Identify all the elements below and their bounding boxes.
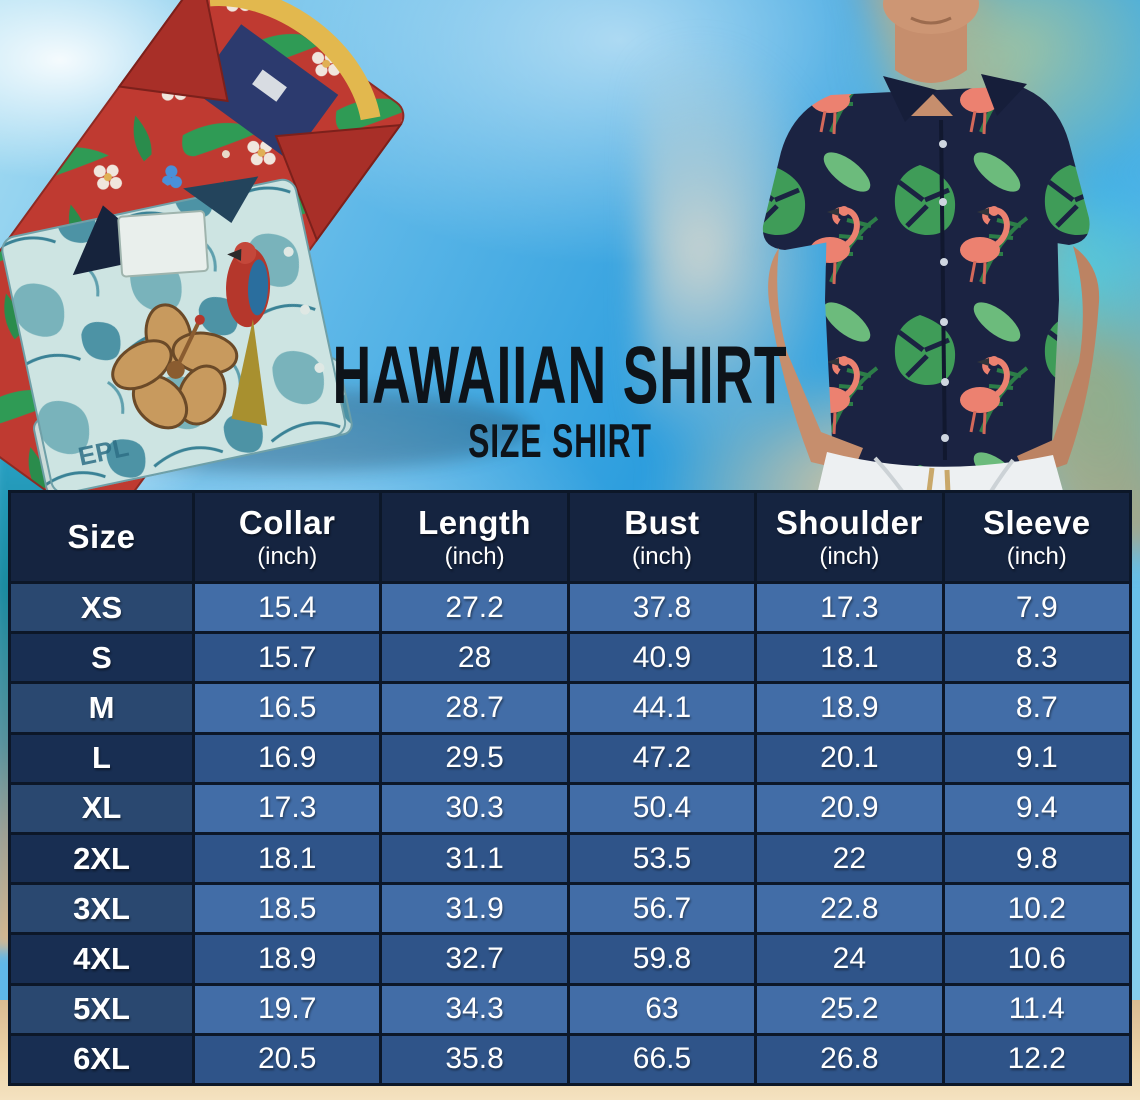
size-label-cell: L: [8, 731, 195, 785]
collar-cell: 17.3: [191, 781, 383, 835]
size-label-cell: XS: [8, 580, 195, 635]
bust-cell: 66.5: [566, 1032, 758, 1087]
shoulder-cell: 18.9: [754, 681, 945, 735]
sleeve-cell: 9.8: [941, 831, 1133, 886]
table-row-m: M 16.5 28.7 44.1 18.9 8.7: [8, 681, 1133, 735]
bust-cell: 63: [566, 982, 758, 1036]
bust-cell: 56.7: [566, 882, 758, 936]
sleeve-cell: 10.2: [941, 882, 1133, 936]
collar-cell: 18.5: [191, 882, 383, 936]
bust-cell: 50.4: [566, 781, 758, 835]
bust-cell: 37.8: [566, 580, 758, 635]
column-header-size: Size: [8, 490, 195, 584]
folded-shirts-photo: EPL: [0, 0, 530, 490]
size-label-cell: 4XL: [8, 932, 195, 986]
sleeve-cell: 7.9: [941, 580, 1133, 635]
column-header-bust: Bust (inch): [566, 490, 758, 584]
length-cell: 27.2: [379, 580, 570, 635]
length-cell: 28: [379, 631, 570, 685]
table-row-5xl: 5XL 19.7 34.3 63 25.2 11.4: [8, 982, 1133, 1036]
length-cell: 34.3: [379, 982, 570, 1036]
shoulder-cell: 18.1: [754, 631, 945, 685]
length-cell: 31.1: [379, 831, 570, 886]
table-row-3xl: 3XL 18.5 31.9 56.7 22.8 10.2: [8, 882, 1133, 936]
bust-cell: 40.9: [566, 631, 758, 685]
collar-cell: 15.7: [191, 631, 383, 685]
header-row: Size Collar (inch) Length (inch) Bust (inch…: [8, 490, 1133, 584]
table-row-xs: XS 15.4 27.2 37.8 17.3 7.9: [8, 580, 1133, 635]
size-table-header: Size Collar (inch) Length (inch) Bust (inch…: [8, 490, 1133, 584]
shoulder-cell: 25.2: [754, 982, 945, 1036]
sleeve-cell: 10.6: [941, 932, 1133, 986]
sleeve-cell: 12.2: [941, 1032, 1133, 1087]
sleeve-cell: 8.3: [941, 631, 1133, 685]
collar-cell: 19.7: [191, 982, 383, 1036]
size-table-body: XS 15.4 27.2 37.8 17.3 7.9 S 15.7 28 40.…: [8, 580, 1133, 1087]
sleeve-cell: 9.4: [941, 781, 1133, 835]
shoulder-cell: 20.9: [754, 781, 945, 835]
collar-cell: 18.9: [191, 932, 383, 986]
size-label-cell: XL: [8, 781, 195, 835]
page-subtitle: SIZE SHIRT: [468, 414, 652, 468]
collar-cell: 16.9: [191, 731, 383, 785]
size-label-cell: 2XL: [8, 831, 195, 886]
length-cell: 32.7: [379, 932, 570, 986]
length-cell: 30.3: [379, 781, 570, 835]
table-row-6xl: 6XL 20.5 35.8 66.5 26.8 12.2: [8, 1032, 1133, 1087]
hibiscus-print: [111, 303, 239, 430]
shoulder-cell: 26.8: [754, 1032, 945, 1087]
parrot-print: [226, 241, 271, 426]
collar-cell: 16.5: [191, 681, 383, 735]
table-row-xl: XL 17.3 30.3 50.4 20.9 9.4: [8, 781, 1133, 835]
length-cell: 29.5: [379, 731, 570, 785]
table-row-2xl: 2XL 18.1 31.1 53.5 22 9.8: [8, 831, 1133, 886]
sleeve-cell: 11.4: [941, 982, 1133, 1036]
column-header-shoulder: Shoulder (inch): [754, 490, 945, 584]
bust-cell: 44.1: [566, 681, 758, 735]
size-label-cell: M: [8, 681, 195, 735]
size-label-cell: S: [8, 631, 195, 685]
shoulder-cell: 24: [754, 932, 945, 986]
bust-cell: 47.2: [566, 731, 758, 785]
table-row-l: L 16.9 29.5 47.2 20.1 9.1: [8, 731, 1133, 785]
size-label-cell: 3XL: [8, 882, 195, 936]
size-label-cell: 5XL: [8, 982, 195, 1036]
table-row-4xl: 4XL 18.9 32.7 59.8 24 10.6: [8, 932, 1133, 986]
table-row-s: S 15.7 28 40.9 18.1 8.3: [8, 631, 1133, 685]
page-title: HAWAIIAN SHIRT: [332, 329, 788, 422]
shoulder-cell: 22.8: [754, 882, 945, 936]
size-table: Size Collar (inch) Length (inch) Bust (inch…: [8, 490, 1133, 1087]
column-header-length: Length (inch): [379, 490, 570, 584]
bust-cell: 53.5: [566, 831, 758, 886]
bust-cell: 59.8: [566, 932, 758, 986]
collar-cell: 20.5: [191, 1032, 383, 1087]
teal-hawaiian-shirt: EPL: [1, 176, 353, 490]
sleeve-cell: 8.7: [941, 681, 1133, 735]
collar-cell: 15.4: [191, 580, 383, 635]
title-block: HAWAIIAN SHIRT SIZE SHIRT: [160, 335, 960, 468]
column-header-collar: Collar (inch): [191, 490, 383, 584]
length-cell: 35.8: [379, 1032, 570, 1087]
length-cell: 28.7: [379, 681, 570, 735]
column-header-sleeve: Sleeve (inch): [941, 490, 1133, 584]
size-label-cell: 6XL: [8, 1032, 195, 1087]
shoulder-cell: 22: [754, 831, 945, 886]
collar-cell: 18.1: [191, 831, 383, 886]
sleeve-cell: 9.1: [941, 731, 1133, 785]
shoulder-cell: 20.1: [754, 731, 945, 785]
length-cell: 31.9: [379, 882, 570, 936]
shoulder-cell: 17.3: [754, 580, 945, 635]
